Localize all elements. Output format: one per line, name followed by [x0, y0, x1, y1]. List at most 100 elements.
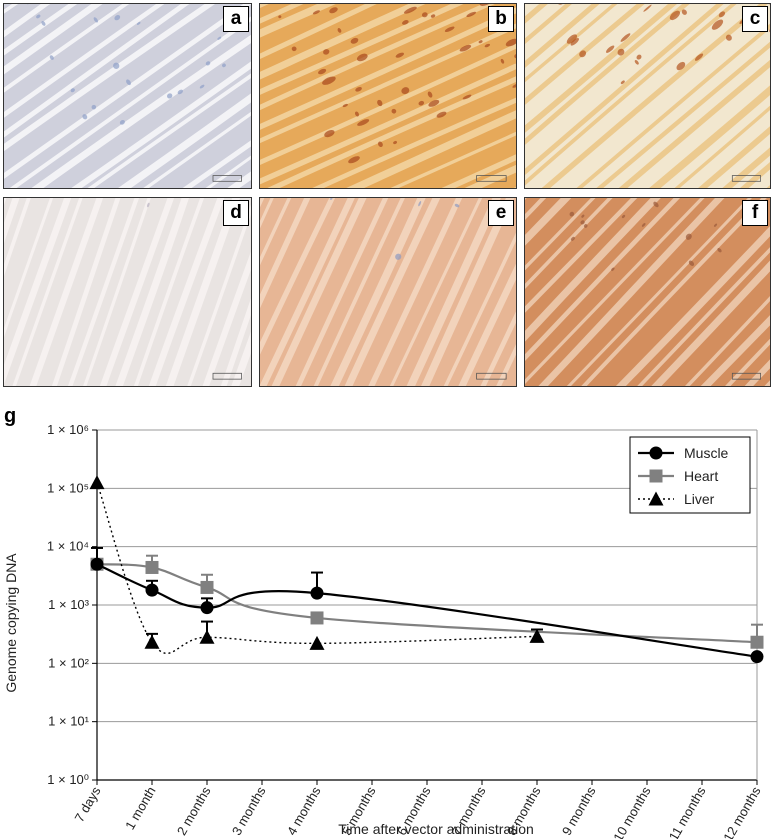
- data-point: [309, 635, 325, 650]
- x-tick-label: 9 months: [559, 784, 599, 838]
- fiber: [117, 198, 251, 386]
- stained-nucleus: [688, 260, 695, 266]
- data-point: [648, 491, 664, 506]
- data-point: [199, 629, 215, 644]
- stained-nucleus: [621, 214, 626, 219]
- histology-image-a: [4, 4, 251, 188]
- data-point: [310, 611, 324, 625]
- fiber: [260, 4, 516, 188]
- x-tick-label: 11 months: [666, 784, 709, 839]
- fiber: [4, 4, 251, 188]
- stained-nucleus: [337, 28, 342, 33]
- legend-label: Heart: [684, 468, 718, 484]
- stained-nucleus: [377, 99, 383, 107]
- stained-nucleus: [119, 119, 125, 125]
- fiber: [368, 198, 516, 386]
- y-tick-label: 1 × 10⁶: [47, 422, 89, 437]
- series-line: [96, 563, 758, 644]
- x-tick-label: 4 months: [284, 784, 324, 838]
- histology-image-f: [525, 198, 770, 386]
- fiber: [4, 4, 251, 152]
- stained-nucleus: [393, 140, 397, 145]
- stained-nucleus: [694, 53, 704, 61]
- fiber: [525, 198, 770, 386]
- legend-label: Muscle: [684, 445, 729, 461]
- stained-nucleus: [391, 108, 397, 114]
- stained-nucleus: [330, 198, 333, 201]
- fiber: [4, 198, 154, 386]
- stained-nucleus: [217, 36, 222, 40]
- stained-nucleus: [401, 87, 410, 95]
- stained-nucleus: [605, 45, 615, 53]
- chart-legend: Muscle Heart Liver: [629, 436, 751, 514]
- stained-nucleus: [49, 55, 54, 60]
- data-point: [750, 650, 764, 664]
- stained-nucleus: [430, 14, 436, 18]
- fiber: [260, 4, 516, 188]
- stained-nucleus: [505, 38, 516, 47]
- data-point: [649, 469, 663, 483]
- fiber: [525, 198, 770, 386]
- fiber: [260, 198, 410, 386]
- x-tick-label: 3 months: [229, 784, 269, 838]
- tissue-fibers: [260, 4, 516, 188]
- data-point: [90, 557, 104, 571]
- series-line: [96, 563, 758, 658]
- fiber: [159, 198, 251, 386]
- stained-nucleus: [444, 26, 455, 32]
- fiber: [4, 4, 251, 188]
- fiber: [260, 4, 516, 188]
- fiber: [525, 4, 770, 176]
- fiber: [260, 4, 516, 148]
- fiber: [525, 4, 770, 188]
- stained-nucleus: [617, 48, 625, 56]
- fiber: [260, 198, 475, 386]
- series-heart: [90, 554, 764, 649]
- histology-panel-e: e: [259, 197, 517, 387]
- fiber: [4, 198, 145, 386]
- fiber: [525, 198, 770, 386]
- stained-nucleus: [395, 253, 402, 260]
- tissue-fibers: [260, 198, 516, 386]
- panel-label-d: d: [223, 200, 249, 226]
- stained-nucleus: [323, 49, 330, 55]
- stained-nucleus: [484, 43, 491, 48]
- stained-nucleus: [479, 4, 492, 6]
- fiber: [260, 55, 516, 188]
- stained-nucleus: [570, 38, 580, 46]
- data-point: [529, 628, 545, 643]
- stained-nucleus: [711, 19, 724, 30]
- fiber: [525, 4, 770, 188]
- scale-bar: [731, 175, 761, 182]
- histology-image-e: [260, 198, 516, 386]
- panel-label-c: c: [742, 6, 768, 32]
- stained-nucleus: [428, 99, 440, 107]
- fiber: [260, 198, 397, 386]
- data-point: [145, 583, 159, 597]
- fiber: [525, 198, 742, 386]
- stained-nucleus: [676, 61, 686, 71]
- fiber: [525, 4, 770, 188]
- fiber: [4, 4, 251, 188]
- fiber: [525, 198, 770, 386]
- stained-nucleus: [569, 211, 575, 217]
- scale-bar: [212, 175, 242, 182]
- histology-panel-f: f: [524, 197, 771, 387]
- y-tick-label: 1 × 10²: [48, 655, 90, 670]
- stained-nucleus: [82, 114, 88, 120]
- stained-nucleus: [312, 10, 320, 15]
- stained-nucleus: [378, 141, 383, 148]
- stained-nucleus: [418, 100, 425, 106]
- tissue-fibers: [4, 198, 251, 386]
- stained-nucleus: [136, 21, 141, 25]
- stained-nucleus: [478, 40, 483, 44]
- series-line: [96, 482, 538, 655]
- fiber: [308, 198, 516, 386]
- stained-nucleus: [126, 79, 131, 86]
- series-liver: [89, 475, 545, 655]
- fiber: [4, 4, 251, 166]
- fiber: [292, 198, 516, 386]
- stained-nucleus: [580, 220, 585, 225]
- y-tick-label: 1 × 10³: [48, 597, 90, 612]
- fiber: [532, 198, 770, 386]
